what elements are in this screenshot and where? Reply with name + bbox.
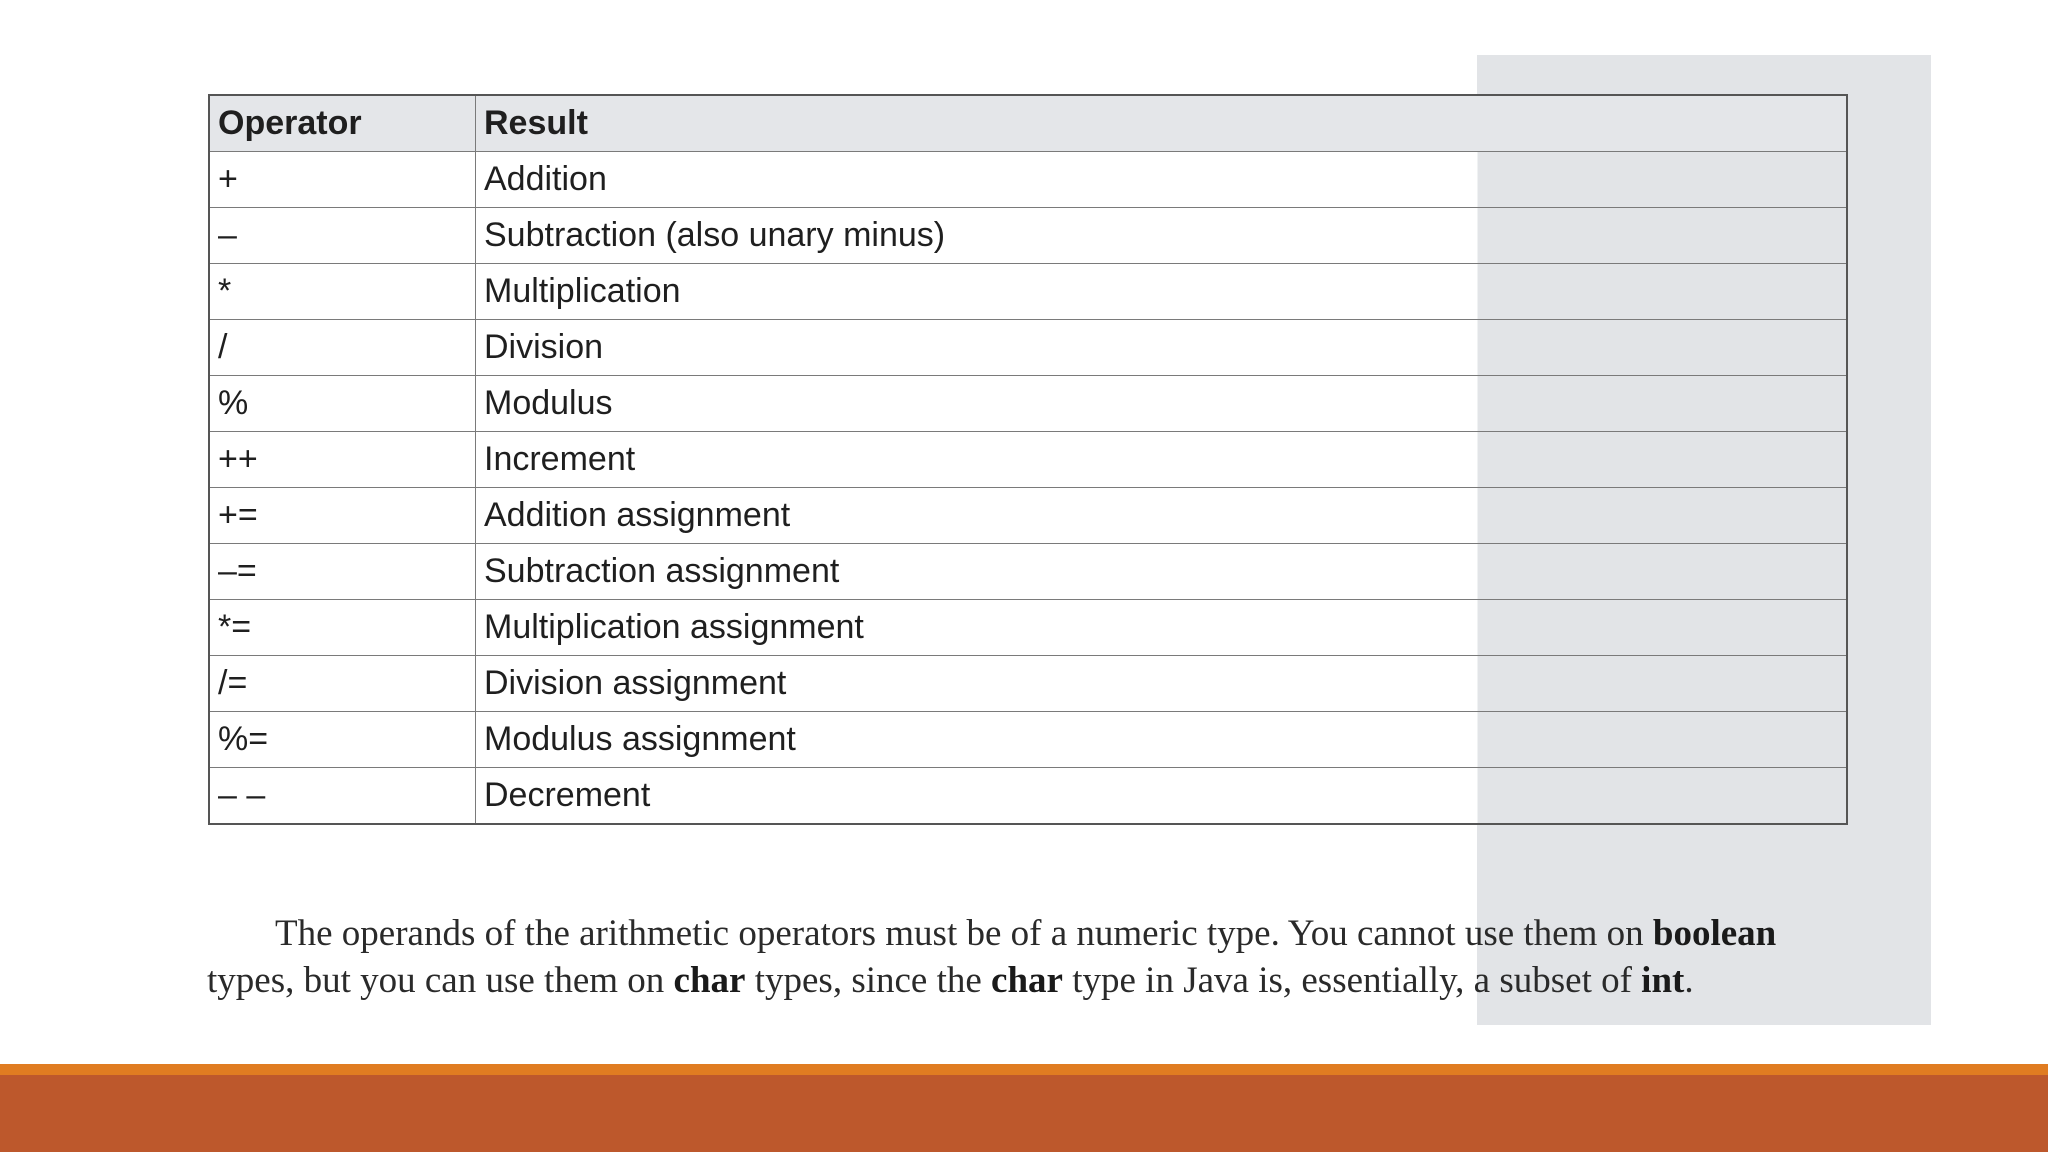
result-cell: Subtraction (also unary minus) [475, 207, 1848, 264]
operator-cell: * [208, 263, 476, 320]
result-cell: Increment [475, 431, 1848, 488]
keyword-char: char [673, 960, 746, 1001]
paragraph-text: The operands of the arithmetic operators… [275, 913, 1653, 954]
table-row: – – Decrement [208, 767, 1848, 825]
table-row: /= Division assignment [208, 655, 1848, 712]
operator-cell: – [208, 207, 476, 264]
table-row: % Modulus [208, 375, 1848, 432]
paragraph-text: type in Java is, essentially, a subset o… [1062, 960, 1642, 1001]
operator-cell: / [208, 319, 476, 376]
operator-cell: %= [208, 711, 476, 768]
operator-cell: *= [208, 599, 476, 656]
paragraph-text: . [1684, 960, 1694, 1001]
keyword-boolean: boolean [1652, 913, 1777, 954]
table-row: ++ Increment [208, 431, 1848, 488]
operator-cell: – – [208, 767, 476, 825]
table-row: * Multiplication [208, 263, 1848, 320]
table-row: – Subtraction (also unary minus) [208, 207, 1848, 264]
table-row: + Addition [208, 151, 1848, 208]
operator-cell: ++ [208, 431, 476, 488]
paragraph-text: types, but you can use them on [207, 960, 674, 1001]
operator-cell: += [208, 487, 476, 544]
operator-cell: + [208, 151, 476, 208]
operator-table: Operator Result + Addition – Subtraction… [208, 94, 1848, 825]
keyword-char: char [991, 960, 1063, 1001]
result-cell: Multiplication assignment [475, 599, 1848, 656]
result-cell: Multiplication [475, 263, 1848, 320]
keyword-int: int [1641, 960, 1685, 1001]
table-row: –= Subtraction assignment [208, 543, 1848, 600]
table-row: %= Modulus assignment [208, 711, 1848, 768]
explanation-paragraph: The operands of the arithmetic operators… [207, 910, 1847, 1004]
table-row: += Addition assignment [208, 487, 1848, 544]
table-row: *= Multiplication assignment [208, 599, 1848, 656]
result-cell: Modulus [475, 375, 1848, 432]
table-header-row: Operator Result [208, 94, 1848, 152]
result-cell: Addition assignment [475, 487, 1848, 544]
table-row: / Division [208, 319, 1848, 376]
result-cell: Decrement [475, 767, 1848, 825]
result-cell: Division assignment [475, 655, 1848, 712]
result-cell: Division [475, 319, 1848, 376]
footer-bar [0, 1075, 2048, 1152]
operator-cell: –= [208, 543, 476, 600]
operator-cell: % [208, 375, 476, 432]
header-result: Result [475, 94, 1848, 152]
operator-cell: /= [208, 655, 476, 712]
footer-accent-line [0, 1064, 2048, 1075]
result-cell: Addition [475, 151, 1848, 208]
result-cell: Modulus assignment [475, 711, 1848, 768]
paragraph-text: types, since the [745, 960, 992, 1001]
result-cell: Subtraction assignment [475, 543, 1848, 600]
header-operator: Operator [208, 94, 476, 152]
